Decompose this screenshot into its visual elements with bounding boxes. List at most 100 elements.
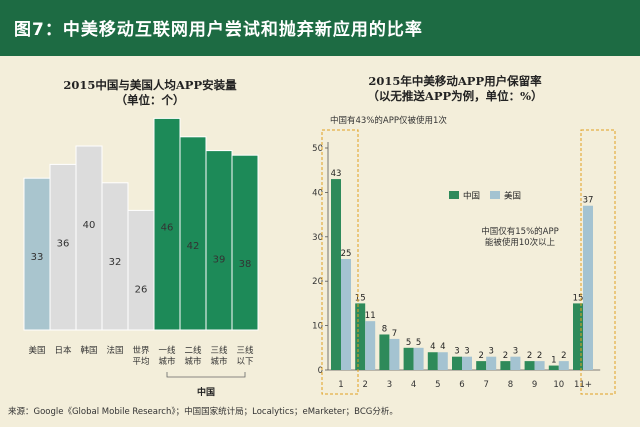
header-bar: 图7：中美移动互联网用户尝试和抛弃新应用的比率 [0,0,640,56]
left-bar-label-6: 42 [187,241,200,252]
left-bar-1 [49,163,77,331]
left-category-label-4-1: 平均 [132,356,149,367]
right-bar-1-0 [341,259,351,370]
right-x-tick-label-5: 6 [459,380,464,390]
right-bar-label-1-7: 3 [513,347,518,357]
right-x-tick-label-0: 1 [338,380,343,390]
right-bar-label-1-2: 7 [392,329,397,339]
right-bar-label-1-8: 2 [537,351,542,361]
right-bar-0-1 [355,303,366,370]
left-category-label-7-0: 三线 [210,345,228,356]
right-bar-1-3 [413,347,424,370]
left-bar-label-7: 39 [213,255,226,266]
right-bar-label-0-5: 3 [454,347,459,357]
right-bar-0-4 [427,352,438,370]
left-category-label-7-1: 城市 [210,356,228,367]
right-x-tick-label-1: 2 [362,380,367,390]
right-bar-1-10 [583,205,593,370]
right-bar-label-0-9: 1 [551,356,556,366]
left-bar-0 [23,177,51,331]
right-bar-0-6 [476,361,487,370]
annotation-last-0: 中国仅有15%的APP [481,226,558,237]
right-bar-label-0-3: 5 [406,338,411,348]
left-category-label-1-0: 日本 [54,345,72,356]
right-y-tick-label-30: 30 [312,233,323,243]
left-bar-label-1: 36 [57,238,70,249]
left-category-label-4-0: 世界 [132,345,150,356]
right-bar-label-1-5: 3 [464,347,469,357]
right-bar-label-0-2: 8 [382,324,387,334]
right-y-tick-label-40: 40 [312,188,323,198]
china-group-label: 中国 [197,386,215,398]
right-bar-1-1 [365,321,376,370]
left-bar-label-5: 46 [161,222,174,233]
highlight-box-last [580,129,616,395]
left-category-label-6-1: 城市 [184,356,202,367]
right-bar-0-9 [548,365,559,370]
right-bar-0-7 [500,361,511,370]
right-x-tick-label-7: 8 [508,380,513,390]
right-bar-label-0-7: 2 [503,351,508,361]
right-y-tick-label-20: 20 [312,277,323,287]
left-bar-label-8: 38 [239,259,252,270]
right-bar-label-0-6: 2 [478,351,483,361]
right-bar-1-9 [558,361,569,370]
right-x-tick-label-2: 3 [387,380,392,390]
right-bar-0-2 [379,334,390,370]
right-bar-1-7 [510,356,521,370]
left-bar-7 [205,150,233,331]
left-chart-title: 2015中国与美国人均APP安装量 （单位：个） [40,78,260,108]
left-bar-label-4: 26 [135,284,148,295]
right-bar-0-3 [403,347,414,370]
right-bar-label-0-1: 15 [355,293,366,303]
right-bar-0-8 [524,361,535,370]
right-x-tick-label-6: 7 [483,380,488,390]
china-bracket [166,372,246,378]
left-category-label-8-0: 三线 [236,345,254,356]
left-category-label-5-1: 城市 [158,356,176,367]
left-bar-label-3: 32 [109,257,122,268]
right-bar-1-6 [486,356,497,370]
right-x-tick-label-4: 5 [435,380,440,390]
right-bar-label-1-6: 3 [488,347,493,357]
left-chart-title-main: 2015中国与美国人均APP安装量 [63,78,237,92]
left-bar-label-2: 40 [83,220,96,231]
left-category-label-2-0: 韩国 [80,345,97,356]
right-bar-label-1-1: 11 [365,311,376,321]
left-category-label-3-0: 法国 [106,345,123,356]
right-bar-0-0 [331,179,341,370]
right-bar-1-2 [389,338,400,370]
left-chart-subtitle: （单位：个） [115,93,185,107]
left-bar-5 [153,117,181,331]
right-bar-label-0-0: 43 [331,169,342,179]
left-category-label-0-0: 美国 [28,345,45,356]
right-x-tick-label-3: 4 [411,380,416,390]
right-bar-0-10 [573,303,583,370]
right-bar-label-1-10: 37 [583,196,594,206]
right-y-tick-label-50: 50 [312,144,323,154]
right-chart-title-main: 2015年中美移动APP用户保留率 [368,74,542,88]
right-bar-label-0-10: 15 [573,293,584,303]
right-bar-1-4 [437,352,448,370]
right-bar-label-1-4: 4 [440,342,445,352]
left-category-label-6-0: 二线 [184,345,202,356]
annotation-last-1: 能被使用10次以上 [485,237,556,248]
right-x-tick-label-8: 9 [532,380,537,390]
right-bar-label-1-3: 5 [416,338,421,348]
right-bar-label-0-8: 2 [527,351,532,361]
right-bar-1-5 [462,356,472,370]
legend-label-china: 中国 [463,191,480,202]
right-x-tick-label-10: 11+ [574,380,592,390]
right-bar-0-5 [452,356,462,370]
source-note: 来源：Google《Global Mobile Research》；中国国家统计… [8,407,398,417]
right-chart-title: 2015年中美移动APP用户保留率 （以无推送APP为例，单位：%） [330,74,580,104]
highlight-box-first [321,129,359,395]
right-y-tick-label-0: 0 [318,366,323,376]
left-bar-8 [231,154,259,331]
legend-swatch-us [490,191,500,199]
right-bar-label-1-0: 25 [341,249,352,259]
left-bar-6 [179,136,207,331]
right-bar-label-1-9: 2 [561,351,566,361]
right-bar-label-0-4: 4 [430,342,435,352]
left-bar-2 [75,145,103,331]
